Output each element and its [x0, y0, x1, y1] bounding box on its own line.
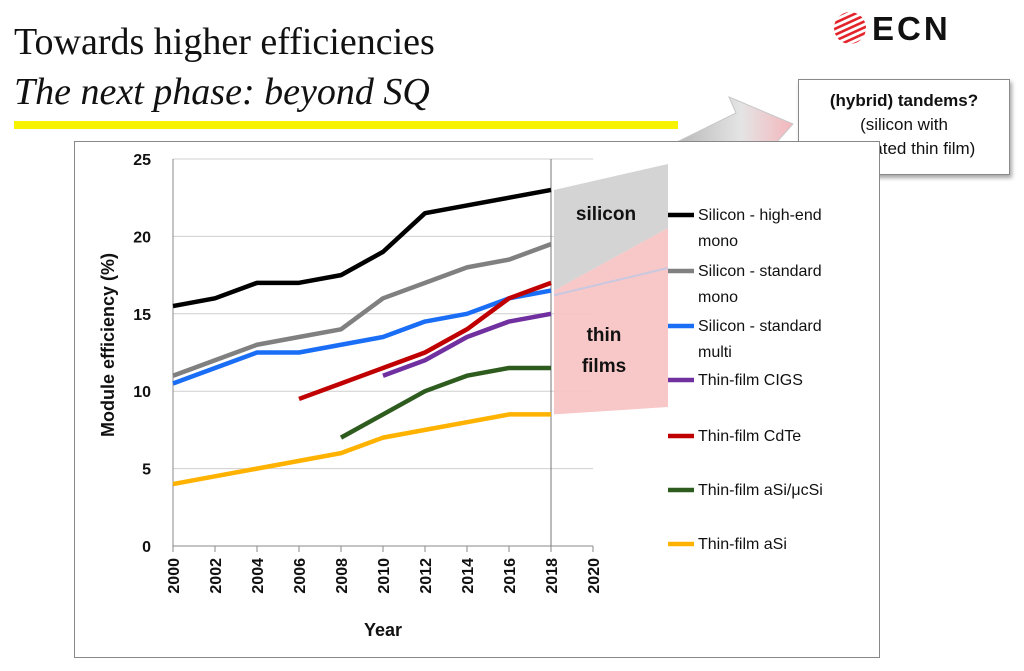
y-tick-label: 10	[133, 384, 151, 401]
region-divider	[553, 267, 669, 297]
y-tick-label: 20	[133, 229, 151, 246]
silicon-region	[554, 164, 668, 291]
chart-frame	[74, 141, 880, 658]
y-axis-label: Module efficiency (%)	[98, 253, 118, 437]
series-line-6	[339, 365, 551, 440]
x-tick-label: 2000	[166, 558, 183, 594]
x-tick-label: 2018	[544, 558, 561, 594]
legend-label-2: Silicon - standard	[698, 263, 822, 280]
y-tick-label: 15	[133, 307, 151, 324]
legend-label-3: multi	[698, 344, 732, 361]
slide-subtitle: The next phase: beyond SQ	[14, 71, 430, 113]
series-line-1	[172, 187, 552, 309]
y-tick-label: 0	[142, 539, 151, 556]
x-tick-label: 2004	[250, 558, 267, 594]
x-tick-label: 2012	[418, 558, 435, 594]
legend-label-7: Thin-film aSi	[698, 536, 787, 553]
series-line-5	[298, 280, 552, 402]
legend-label-3: Silicon - standard	[698, 318, 822, 335]
y-tick-label: 5	[142, 462, 151, 479]
legend-label-4: Thin-film CIGS	[698, 372, 803, 389]
callout-line-2: (silicon with	[860, 115, 948, 134]
y-tick-label: 25	[133, 152, 151, 169]
legend-label-1: Silicon - high-end	[698, 207, 822, 224]
ecn-logo-icon	[834, 12, 866, 44]
x-tick-label: 2010	[376, 558, 393, 594]
series-line-4	[382, 311, 552, 378]
x-tick-label: 2014	[460, 558, 477, 594]
x-tick-label: 2006	[292, 558, 309, 594]
series-line-7	[172, 412, 551, 487]
legend-label-2: mono	[698, 289, 738, 306]
ecn-logo: ECN	[832, 8, 972, 48]
legend: Silicon - high-end mono Silicon - standard…	[668, 207, 823, 553]
thin-film-region-label-2: films	[582, 356, 626, 377]
legend-label-6: Thin-film aSi/μcSi	[698, 482, 823, 499]
slide-title: Towards higher efficiencies	[14, 21, 435, 63]
callout-line-1: (hybrid) tandems?	[829, 91, 979, 110]
title-underline	[14, 121, 678, 129]
series-line-2	[172, 242, 552, 378]
x-tick-label: 2002	[208, 558, 225, 594]
legend-label-5: Thin-film CdTe	[698, 428, 801, 445]
series-line-3	[172, 288, 552, 386]
x-tick-label: 2008	[334, 558, 351, 594]
x-axis-label: Year	[364, 620, 402, 640]
x-tick-label: 2016	[502, 558, 519, 594]
thin-film-region-label-1: thin	[587, 325, 622, 346]
logo-text: ECN	[872, 10, 951, 47]
silicon-region-label: silicon	[576, 204, 636, 225]
legend-label-1: mono	[698, 233, 738, 250]
x-tick-label: 2020	[586, 558, 603, 594]
